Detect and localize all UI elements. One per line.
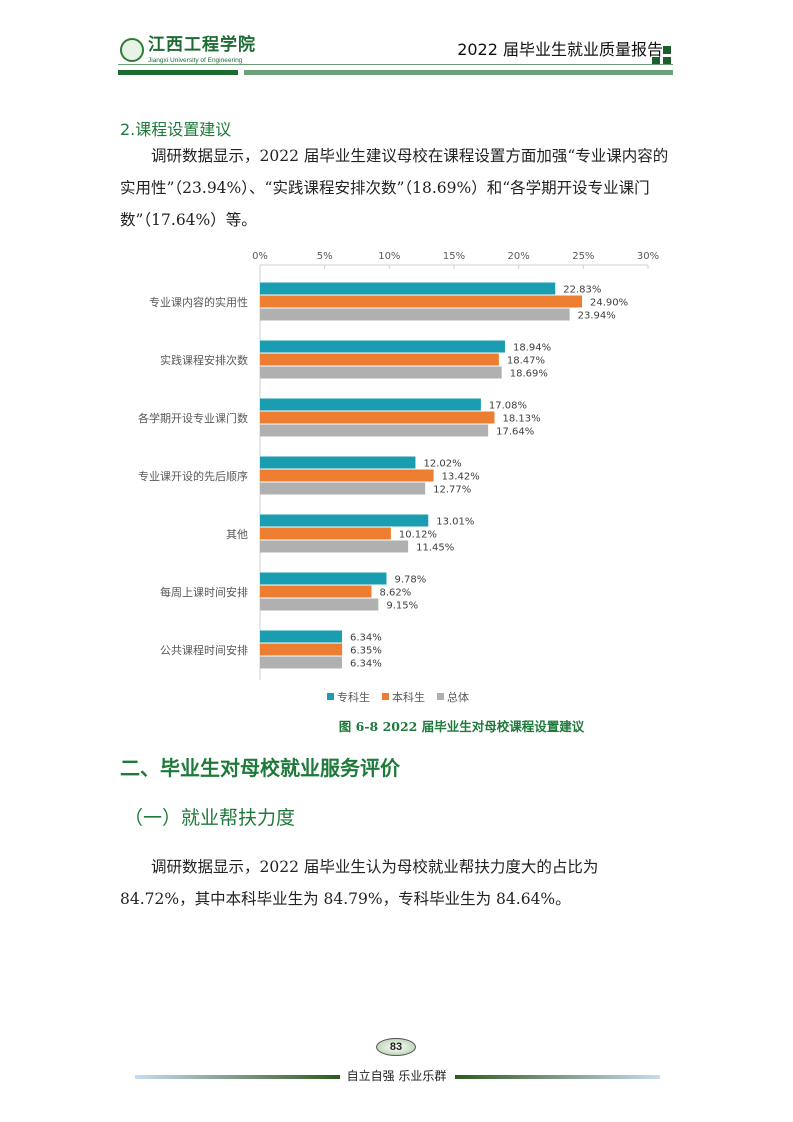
legend-label: 本科生 bbox=[392, 690, 425, 704]
data-label: 18.69% bbox=[510, 369, 548, 380]
header-divider bbox=[118, 64, 673, 65]
bar-专科生 bbox=[260, 572, 387, 585]
header-band-dark bbox=[118, 70, 238, 75]
bar-总体 bbox=[260, 366, 502, 379]
bar-总体 bbox=[260, 540, 409, 553]
category-label: 其他 bbox=[226, 528, 248, 541]
data-label: 23.94% bbox=[578, 311, 616, 322]
data-label: 9.15% bbox=[386, 601, 418, 612]
subsection-heading: （一）就业帮扶力度 bbox=[124, 807, 296, 829]
data-label: 22.83% bbox=[563, 285, 601, 296]
x-tick-label: 0% bbox=[252, 251, 268, 262]
bar-专科生 bbox=[260, 282, 556, 295]
category-label: 专业课内容的实用性 bbox=[149, 295, 248, 309]
category-label: 实践课程安排次数 bbox=[160, 353, 248, 367]
bar-专科生 bbox=[260, 456, 416, 469]
data-label: 13.42% bbox=[442, 472, 480, 483]
data-label: 17.08% bbox=[489, 401, 527, 412]
bar-本科生 bbox=[260, 411, 495, 424]
data-label: 18.47% bbox=[507, 356, 545, 367]
paragraph: 调研数据显示，2022 届毕业生建议母校在课程设置方面加强“专业课内容的实用性”… bbox=[120, 147, 669, 229]
x-tick-label: 20% bbox=[508, 251, 530, 262]
legend-label: 专科生 bbox=[337, 690, 370, 704]
bar-专科生 bbox=[260, 514, 429, 527]
data-label: 6.34% bbox=[350, 633, 382, 644]
data-label: 6.35% bbox=[350, 646, 382, 657]
footer-motto: 自立自强 乐业乐群 bbox=[346, 1069, 447, 1083]
report-title: 2022 届毕业生就业质量报告 bbox=[457, 40, 663, 59]
page-number: 83 bbox=[376, 1038, 416, 1056]
logo-text: 江西工程学院 bbox=[148, 35, 256, 55]
bar-本科生 bbox=[260, 295, 583, 308]
bar-总体 bbox=[260, 598, 379, 611]
legend-label: 总体 bbox=[447, 690, 469, 704]
category-label: 公共课程时间安排 bbox=[160, 643, 248, 657]
data-label: 18.94% bbox=[513, 343, 551, 354]
data-label: 6.34% bbox=[350, 659, 382, 670]
header-square-decoration bbox=[663, 46, 671, 54]
category-label: 各学期开设专业课门数 bbox=[138, 411, 248, 425]
data-label: 9.78% bbox=[394, 575, 426, 586]
footer-line-right bbox=[455, 1075, 660, 1079]
section-heading: 2.课程设置建议 bbox=[120, 120, 232, 139]
bar-本科生 bbox=[260, 643, 343, 656]
bar-专科生 bbox=[260, 630, 342, 643]
data-label: 24.90% bbox=[590, 298, 628, 309]
legend-swatch bbox=[382, 693, 389, 700]
x-tick-label: 25% bbox=[572, 251, 594, 262]
data-label: 11.45% bbox=[416, 543, 454, 554]
bar-本科生 bbox=[260, 469, 434, 482]
data-label: 8.62% bbox=[379, 588, 411, 599]
footer-line-left bbox=[135, 1075, 340, 1079]
header-square-decoration bbox=[652, 57, 660, 65]
bar-本科生 bbox=[260, 527, 391, 540]
bar-专科生 bbox=[260, 340, 505, 353]
x-tick-label: 10% bbox=[378, 251, 400, 262]
bar-chart: 0% 5% 10% 15% 20% 25% 30% 专业课内容的实用性 22.83% 24.90%… bbox=[138, 251, 659, 704]
bar-本科生 bbox=[260, 585, 372, 598]
bar-总体 bbox=[260, 424, 489, 437]
bar-本科生 bbox=[260, 353, 499, 366]
bar-总体 bbox=[260, 482, 426, 495]
bar-总体 bbox=[260, 656, 342, 669]
data-label: 13.01% bbox=[436, 517, 474, 528]
legend-swatch bbox=[327, 693, 334, 700]
bar-总体 bbox=[260, 308, 570, 321]
x-tick-label: 5% bbox=[317, 251, 333, 262]
category-label: 专业课开设的先后顺序 bbox=[138, 469, 248, 483]
chapter-heading: 二、毕业生对母校就业服务评价 bbox=[120, 756, 400, 780]
x-tick-label: 30% bbox=[637, 251, 659, 262]
paragraph: 调研数据显示，2022 届毕业生认为母校就业帮扶力度大的占比为 84.72%，其… bbox=[120, 858, 599, 908]
data-label: 17.64% bbox=[496, 427, 534, 438]
bar-专科生 bbox=[260, 398, 481, 411]
header-square-decoration bbox=[663, 57, 671, 65]
category-label: 每周上课时间安排 bbox=[160, 585, 248, 599]
data-label: 12.77% bbox=[433, 485, 471, 496]
school-seal-logo bbox=[120, 38, 144, 62]
data-label: 12.02% bbox=[423, 459, 461, 470]
data-label: 18.13% bbox=[502, 414, 540, 425]
logo-english: Jiangxi University of Engineering bbox=[148, 57, 243, 64]
legend-swatch bbox=[437, 693, 444, 700]
figure-caption: 图 6-8 2022 届毕业生对母校课程设置建议 bbox=[338, 719, 585, 734]
data-label: 10.12% bbox=[399, 530, 437, 541]
header-band-light bbox=[244, 70, 673, 75]
x-tick-label: 15% bbox=[443, 251, 465, 262]
